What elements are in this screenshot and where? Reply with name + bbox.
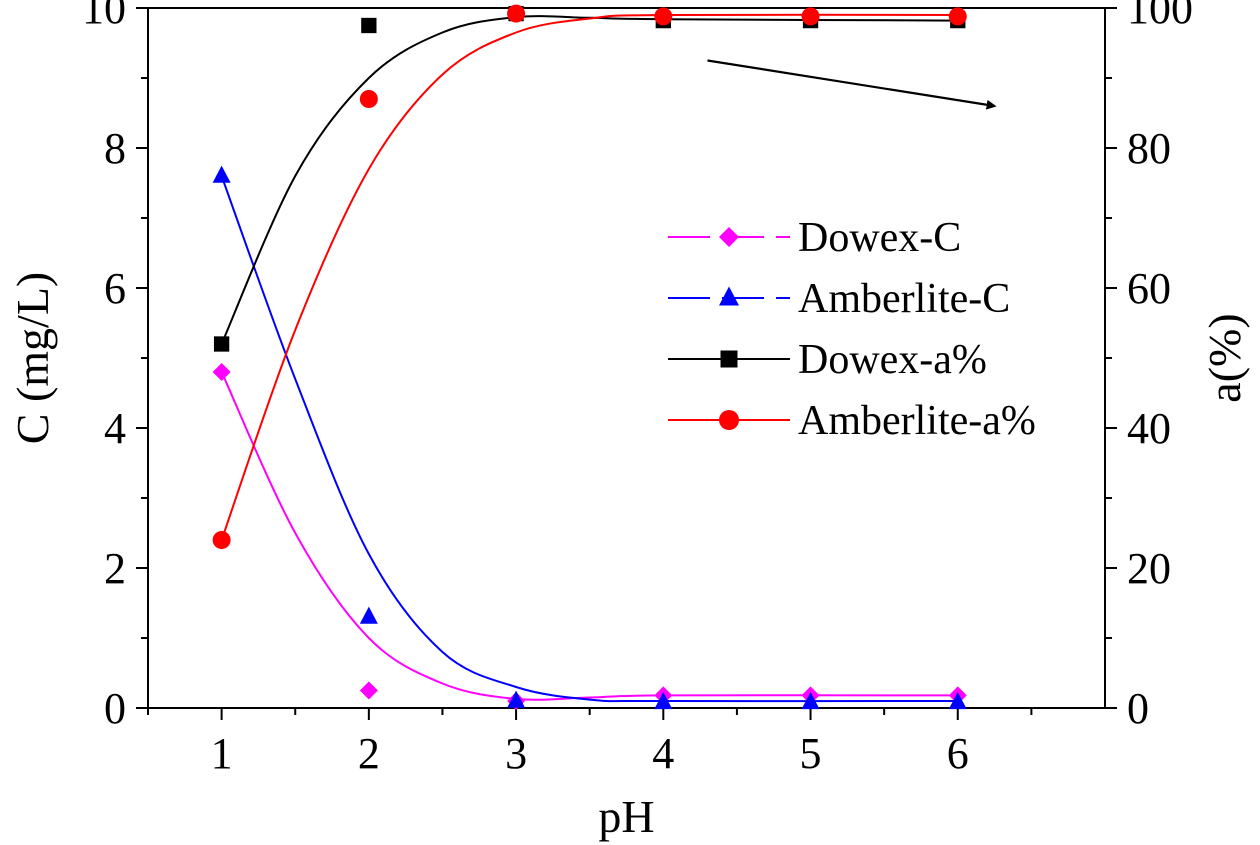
y2-tick-label: 60 bbox=[1127, 264, 1171, 313]
y-tick-label: 6 bbox=[104, 264, 126, 313]
x-tick-label: 3 bbox=[505, 729, 527, 778]
data-point-amberlite-c bbox=[359, 606, 378, 624]
legend-label-dowex-c: Dowex-C bbox=[798, 215, 961, 261]
y2-tick-label: 100 bbox=[1127, 0, 1193, 33]
legend: Dowex-C Amberlite-C Dowex-a% Amberlite-a% bbox=[668, 215, 1036, 444]
data-point-dowex-c bbox=[212, 363, 231, 381]
x-tick-label: 5 bbox=[800, 729, 822, 778]
x-tick-label: 2 bbox=[358, 729, 380, 778]
legend-marker-dowex-a- bbox=[720, 350, 738, 368]
legend-marker-amberlite-a- bbox=[719, 410, 739, 430]
y-tick-label: 10 bbox=[82, 0, 126, 33]
legend-label-amberlite-a-: Amberlite-a% bbox=[798, 398, 1036, 444]
legend-label-amberlite-c: Amberlite-C bbox=[798, 276, 1010, 322]
x-axis-title: pH bbox=[598, 791, 654, 842]
legend-marker-amberlite-c bbox=[719, 286, 739, 306]
y2-tick-label: 0 bbox=[1127, 684, 1149, 733]
y2-axis-title: a(%) bbox=[1199, 313, 1250, 402]
data-point-amberlite-c bbox=[801, 692, 820, 710]
legend-marker-dowex-c bbox=[719, 227, 739, 247]
legend-label-dowex-a-: Dowex-a% bbox=[798, 337, 987, 383]
x-tick-label: 4 bbox=[652, 729, 674, 778]
data-markers bbox=[212, 4, 967, 710]
y-axis-title: C (mg/L) bbox=[7, 272, 58, 444]
y2-tick-label: 20 bbox=[1127, 544, 1171, 593]
data-point-amberlite-c bbox=[507, 690, 526, 708]
y2-tick-label: 80 bbox=[1127, 124, 1171, 173]
y-tick-label: 4 bbox=[104, 404, 126, 453]
series-line-dowex-c bbox=[220, 371, 958, 701]
data-point-dowex-c bbox=[359, 681, 378, 700]
data-point-amberlite-c bbox=[948, 692, 967, 710]
data-point-amberlite-a- bbox=[212, 531, 231, 549]
data-point-amberlite-a- bbox=[654, 7, 673, 26]
y-tick-label: 0 bbox=[104, 684, 126, 733]
series-line-dowex-a- bbox=[220, 15, 958, 345]
data-point-amberlite-c bbox=[654, 692, 673, 710]
data-point-amberlite-a- bbox=[801, 7, 820, 26]
y-tick-label: 8 bbox=[104, 124, 126, 173]
annotations bbox=[707, 59, 997, 110]
series-line-amberlite-c bbox=[220, 175, 958, 703]
y2-tick-label: 40 bbox=[1127, 404, 1171, 453]
annotation-arrow bbox=[707, 59, 997, 110]
data-point-amberlite-a- bbox=[507, 4, 526, 23]
fit-curves bbox=[220, 13, 958, 703]
data-point-dowex-a- bbox=[361, 17, 377, 34]
data-point-amberlite-a- bbox=[948, 7, 967, 26]
data-point-amberlite-a- bbox=[359, 90, 378, 108]
series-line-amberlite-a- bbox=[220, 13, 958, 541]
y-tick-label: 2 bbox=[104, 544, 126, 593]
x-tick-label: 1 bbox=[211, 729, 233, 778]
data-point-dowex-a- bbox=[213, 336, 230, 352]
data-point-amberlite-c bbox=[212, 165, 231, 183]
x-tick-label: 6 bbox=[947, 729, 969, 778]
